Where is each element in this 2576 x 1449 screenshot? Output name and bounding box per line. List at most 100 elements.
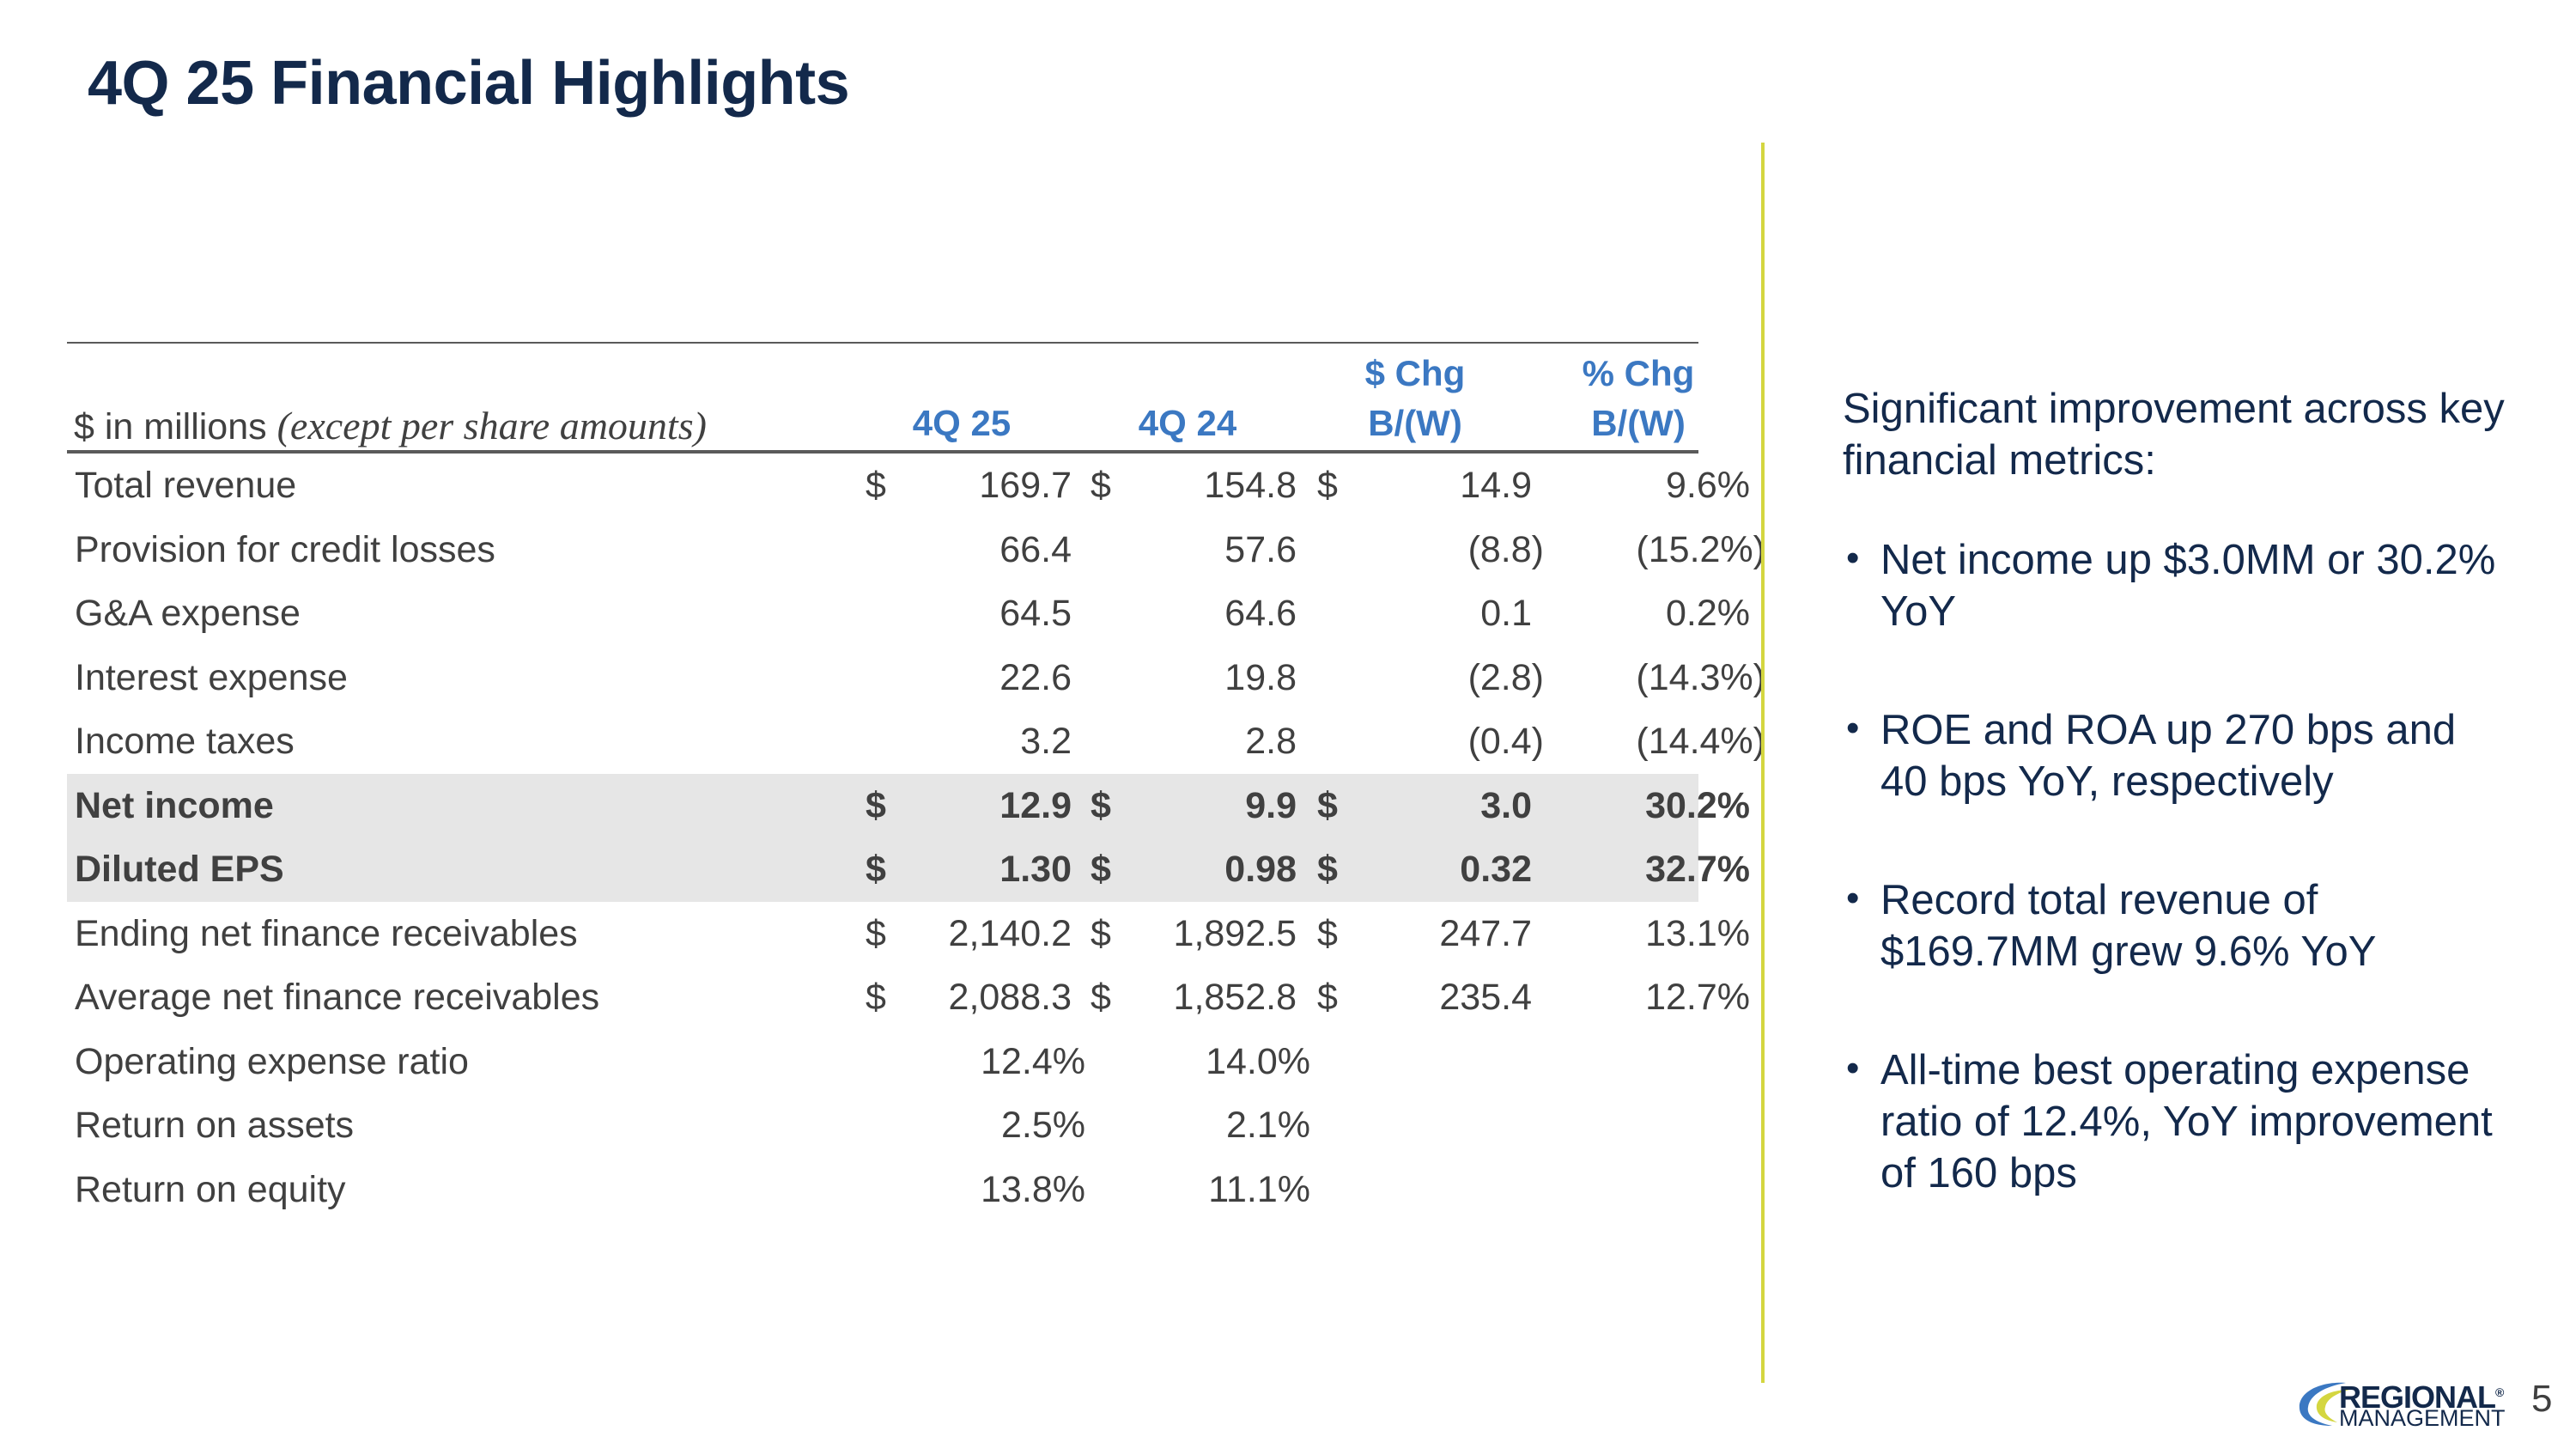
cell-value-v1: 1.30 (999, 849, 1072, 890)
cell-value-v3: 0.32 (1460, 849, 1532, 890)
dollar-sign: $ (1317, 977, 1338, 1018)
cell-value-v2: 2.1% (1225, 1105, 1310, 1146)
highlight-text: ROE and ROA up 270 bps and 40 bps YoY, r… (1880, 707, 2457, 805)
dollar-sign: $ (1091, 465, 1111, 506)
cell-value-v2: 1,892.5 (1173, 912, 1297, 954)
cell-value-v1: 169.7 (979, 465, 1072, 506)
row-label: Ending net finance receivables (75, 912, 578, 954)
vertical-divider (1761, 143, 1765, 1383)
header-4q24: 4Q 24 (1093, 399, 1282, 448)
logo-swoosh-icon (2299, 1382, 2349, 1426)
table-row: Total revenue $169.7 $154.8 $14.9 9.6% (67, 454, 1750, 518)
table-row: Income taxes 3.2 2.8 (0.4) (14.4%) (67, 709, 1765, 774)
company-logo: REGIONAL® MANAGEMENT (2294, 1376, 2509, 1431)
cell-value-v4: 0.2% (1665, 593, 1750, 634)
cell-value-v2: 57.6 (1224, 528, 1297, 570)
dollar-sign: $ (866, 849, 886, 890)
bullet-icon: • (1846, 877, 1860, 919)
header-percent-change-line1: % Chg (1582, 353, 1695, 393)
table-row: Return on equity 13.8% 11.1% (67, 1158, 1698, 1222)
logo-registered-mark: ® (2495, 1385, 2504, 1399)
bullet-icon: • (1846, 537, 1860, 579)
cell-value-v3: (2.8) (1467, 656, 1544, 698)
header-percent-change: % Chg B/(W) (1544, 349, 1733, 448)
cell-value-v1: 2,088.3 (948, 977, 1072, 1018)
table-row: G&A expense 64.5 64.6 0.1 0.2% (67, 581, 1750, 646)
table-row: Net income $12.9 $9.9 $3.0 30.2% (67, 773, 1750, 837)
table-row: Average net finance receivables $2,088.3 $… (67, 965, 1750, 1030)
cell-value-v2: 19.8 (1224, 656, 1297, 698)
row-label: Total revenue (75, 465, 297, 506)
row-label: Return on equity (75, 1168, 346, 1210)
table-row: Provision for credit losses 66.4 57.6 (8.8)… (67, 518, 1765, 582)
cell-value-v1: 22.6 (999, 656, 1072, 698)
dollar-sign: $ (1317, 912, 1338, 954)
units-label: $ in millions (except per share amounts) (74, 403, 707, 448)
cell-value-v3: 235.4 (1439, 977, 1532, 1018)
cell-value-v1: 12.9 (999, 784, 1072, 826)
header-4q24-label: 4Q 24 (1138, 403, 1237, 443)
highlight-item: • ROE and ROA up 270 bps and 40 bps YoY, … (1843, 704, 2512, 807)
cell-value-v2: 11.1% (1208, 1168, 1310, 1210)
cell-value-v1: 2,140.2 (948, 912, 1072, 954)
cell-value-v4: 30.2% (1645, 784, 1750, 826)
cell-value-v2: 2.8 (1245, 721, 1297, 762)
cell-value-v1: 3.2 (1020, 721, 1072, 762)
cell-value-v4: (14.4%) (1636, 721, 1765, 762)
dollar-sign: $ (1317, 465, 1338, 506)
dollar-sign: $ (1091, 784, 1111, 826)
cell-value-v4: (14.3%) (1636, 656, 1765, 698)
dollar-sign: $ (866, 784, 886, 826)
cell-value-v4: (15.2%) (1636, 528, 1765, 570)
cell-value-v2: 9.9 (1245, 784, 1297, 826)
page-title: 4Q 25 Financial Highlights (88, 49, 850, 118)
sidebar-intro: Significant improvement across key finan… (1843, 386, 2505, 484)
row-label: G&A expense (75, 593, 301, 634)
cell-value-v2: 0.98 (1224, 849, 1297, 890)
header-4q25-label: 4Q 25 (912, 403, 1012, 443)
table-row: Interest expense 22.6 19.8 (2.8) (14.3%) (67, 646, 1765, 710)
cell-value-v4: 12.7% (1645, 977, 1750, 1018)
highlight-item: • Record total revenue of $169.7MM grew 9… (1843, 874, 2512, 977)
cell-value-v1: 2.5% (1000, 1105, 1085, 1146)
header-dollar-change-line1: $ Chg (1364, 353, 1466, 393)
cell-value-v3: 3.0 (1480, 784, 1532, 826)
cell-value-v2: 64.6 (1224, 593, 1297, 634)
cell-value-v3: 14.9 (1460, 465, 1532, 506)
row-label: Average net finance receivables (75, 977, 600, 1018)
logo-line2: MANAGEMENT (2339, 1405, 2506, 1431)
logo-line1-text: REGIONAL (2339, 1379, 2496, 1415)
dollar-sign: $ (866, 465, 886, 506)
header-dollar-change-line2: B/(W) (1368, 403, 1462, 443)
cell-value-v1: 64.5 (999, 593, 1072, 634)
table-header-row: $ in millions (except per share amounts)… (67, 344, 1698, 454)
row-label: Operating expense ratio (75, 1040, 469, 1082)
units-prefix: $ in millions (74, 406, 277, 447)
cell-value-v1: 66.4 (999, 528, 1072, 570)
row-label: Interest expense (75, 656, 348, 698)
row-label: Provision for credit losses (75, 528, 495, 570)
logo-line1: REGIONAL® (2339, 1376, 2504, 1415)
header-percent-change-line2: B/(W) (1591, 403, 1686, 443)
highlights-sidebar: Significant improvement across key finan… (1843, 383, 2512, 1266)
row-label: Return on assets (75, 1105, 355, 1146)
header-4q25: 4Q 25 (867, 399, 1056, 448)
highlight-text: Record total revenue of $169.7MM grew 9.… (1880, 877, 2377, 975)
dollar-sign: $ (1091, 912, 1111, 954)
row-label: Income taxes (75, 721, 295, 762)
highlights-list: • Net income up $3.0MM or 30.2% YoY • ROE … (1843, 534, 2512, 1199)
financial-highlights-table: $ in millions (except per share amounts)… (67, 342, 1765, 1222)
page-number: 5 (2531, 1378, 2553, 1420)
cell-value-v2: 14.0% (1206, 1040, 1310, 1082)
table-row: Ending net finance receivables $2,140.2 $1… (67, 902, 1750, 966)
dollar-sign: $ (1317, 784, 1338, 826)
cell-value-v4: 13.1% (1645, 912, 1750, 954)
cell-value-v3: (0.4) (1467, 721, 1544, 762)
bullet-icon: • (1846, 1047, 1860, 1089)
bullet-icon: • (1846, 707, 1860, 749)
row-label: Diluted EPS (75, 849, 284, 890)
cell-value-v3: 247.7 (1439, 912, 1532, 954)
dollar-sign: $ (866, 912, 886, 954)
highlight-item: • All-time best operating expense ratio o… (1843, 1044, 2512, 1199)
cell-value-v1: 13.8% (981, 1168, 1085, 1210)
